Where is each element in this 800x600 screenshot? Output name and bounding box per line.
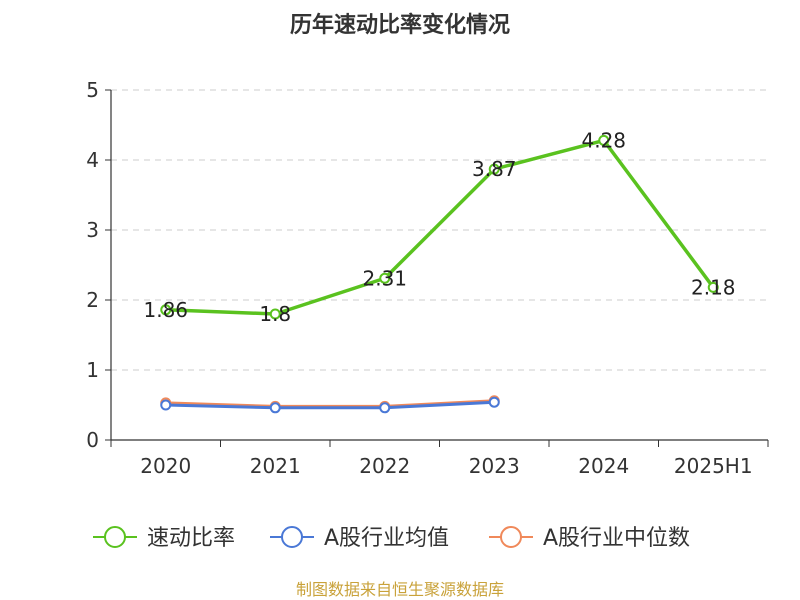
series-line — [165, 138, 715, 316]
x-tick-label: 2020 — [140, 454, 191, 478]
x-tick-label: 2022 — [359, 454, 410, 478]
x-tick-label: 2021 — [250, 454, 301, 478]
data-point — [488, 396, 500, 408]
data-label: 2.31 — [362, 266, 407, 290]
legend-marker — [104, 526, 126, 548]
chart-title: 历年速动比率变化情况 — [290, 12, 510, 38]
data-point — [488, 163, 500, 175]
data-point — [160, 399, 172, 411]
data-label: 4.28 — [581, 128, 626, 152]
source-note: 制图数据来自恒生聚源数据库 — [296, 580, 504, 599]
data-label: 3.87 — [472, 157, 517, 181]
data-labels: 1.86 1.8 2.31 3.87 4.28 2.18 — [143, 128, 735, 326]
series-line — [165, 400, 495, 410]
x-tick-label: 2024 — [578, 454, 629, 478]
data-point — [160, 304, 172, 316]
data-label: 1.86 — [143, 298, 188, 322]
data-point — [598, 134, 610, 146]
legend-marker — [500, 526, 522, 548]
data-point — [269, 308, 281, 320]
y-tick-label: 1 — [86, 358, 99, 382]
data-label: 2.18 — [691, 275, 736, 299]
y-tick-label: 0 — [86, 428, 99, 452]
data-point — [269, 402, 281, 414]
y-tick-label: 5 — [86, 78, 99, 102]
axes: 0 1 2 3 4 5 2020 2021 2022 2023 2024 2025H1 — [86, 78, 769, 478]
x-tick-label: 2025H1 — [674, 454, 753, 478]
data-point — [707, 281, 719, 293]
series-layer — [160, 134, 719, 414]
legend-marker — [281, 526, 303, 548]
data-point — [379, 402, 391, 414]
x-tick-label: 2023 — [469, 454, 520, 478]
data-point — [379, 272, 391, 284]
y-tick-label: 4 — [86, 148, 99, 172]
data-label: 1.8 — [259, 302, 291, 326]
legend-label: 速动比率 — [147, 526, 235, 551]
y-tick-label: 2 — [86, 288, 99, 312]
legend-label: A股行业中位数 — [543, 526, 690, 551]
legend: 速动比率 A股行业均值 A股行业中位数 — [93, 526, 690, 551]
legend-label: A股行业均值 — [324, 526, 449, 551]
y-tick-label: 3 — [86, 218, 99, 242]
